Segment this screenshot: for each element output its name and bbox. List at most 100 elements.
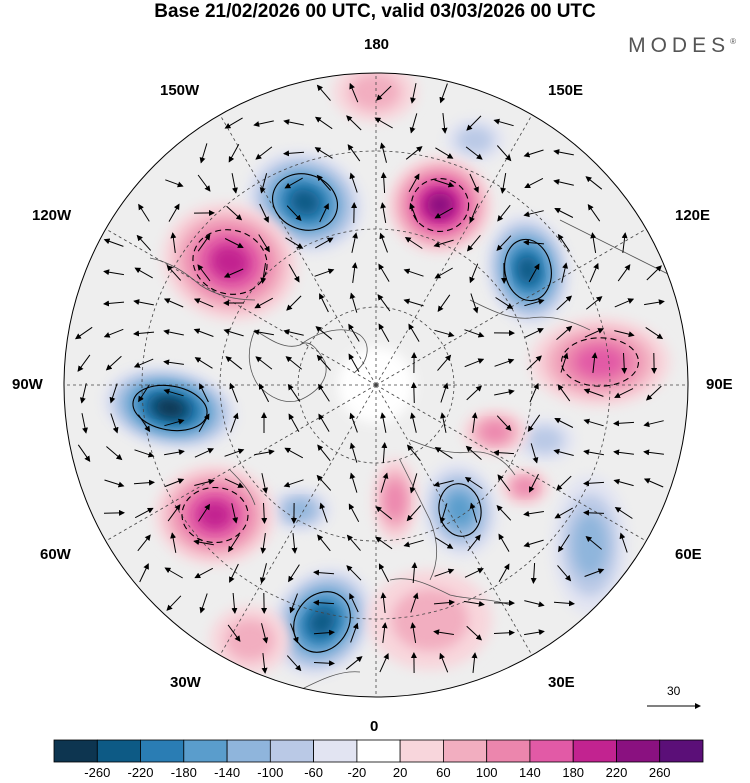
- wind-arrow: [314, 147, 333, 159]
- wind-arrow: [289, 593, 298, 614]
- wind-arrow: [316, 474, 332, 491]
- wind-arrow: [584, 328, 605, 338]
- wind-arrow: [434, 267, 453, 279]
- wind-arrow: [585, 535, 603, 550]
- wind-arrow: [261, 473, 268, 494]
- wind-arrow: [409, 202, 419, 223]
- wind-arrow: [524, 600, 545, 608]
- wind-arrow: [613, 420, 635, 427]
- coastlines: [149, 219, 681, 691]
- colorbar-swatch: [53, 739, 98, 763]
- wind-arrow: [375, 506, 393, 520]
- wind-arrow: [381, 442, 388, 464]
- colorbar-swatch: [183, 739, 228, 763]
- wind-arrow: [346, 534, 361, 551]
- wind-arrow: [231, 592, 238, 614]
- wind-arrow: [558, 534, 570, 553]
- wind-arrow: [587, 203, 601, 222]
- colorbar-swatch: [226, 739, 271, 763]
- wind-arrow: [230, 412, 239, 433]
- wind-arrow: [434, 179, 455, 188]
- wind-arrow: [614, 330, 635, 338]
- wind-arrow: [261, 623, 269, 644]
- lon-label-60e: 60E: [675, 546, 702, 563]
- wind-arrow: [136, 234, 152, 251]
- wind-arrow: [319, 293, 329, 313]
- anomaly-center-11: [155, 465, 275, 565]
- anomaly-shell: [155, 399, 185, 417]
- wind-arrow: [523, 149, 544, 158]
- wind-arrow: [524, 177, 544, 189]
- wind-arrow: [406, 444, 421, 462]
- wind-arrow: [166, 595, 182, 611]
- wind-arrow: [316, 174, 331, 191]
- colorbar-swatch: [486, 739, 531, 763]
- wind-arrow: [229, 382, 239, 403]
- wind-arrow: [226, 205, 243, 221]
- brand-logo: MODES®: [628, 34, 736, 58]
- wind-arrow: [227, 624, 241, 642]
- wind-arrow: [378, 263, 390, 282]
- anomaly-shell: [309, 608, 335, 636]
- wind-arrow: [553, 149, 574, 156]
- wind-arrow: [645, 326, 664, 340]
- colorbar-swatch: [313, 739, 358, 763]
- wind-arrow: [409, 473, 418, 494]
- meridian-line: [105, 228, 377, 386]
- wind-arrow: [315, 326, 333, 340]
- wind-arrow: [255, 356, 273, 370]
- wind-arrow: [164, 418, 185, 427]
- wind-arrow: [193, 539, 214, 546]
- vector-scale-value: 30: [667, 684, 681, 698]
- anomaly-shell: [225, 619, 275, 661]
- wind-arrow: [319, 502, 328, 523]
- wind-arrow: [288, 264, 300, 283]
- wind-arrow: [440, 412, 447, 433]
- wind-arrow: [557, 384, 571, 402]
- meridian-line: [375, 384, 647, 542]
- wind-arrow: [439, 652, 449, 673]
- wind-arrow: [466, 385, 483, 401]
- wind-arrow: [313, 599, 335, 606]
- wind-arrow: [224, 478, 245, 488]
- lon-label-150e: 150E: [548, 82, 584, 99]
- wind-arrow: [318, 413, 330, 432]
- graticule: [64, 73, 688, 697]
- wind-arrow: [464, 476, 483, 489]
- anomaly-center-6: [268, 488, 332, 532]
- wind-arrow: [495, 297, 514, 310]
- wind-arrow: [316, 84, 331, 101]
- wind-arrow: [284, 447, 304, 459]
- wind-arrow: [408, 173, 420, 192]
- anomaly-center-8: [445, 118, 505, 162]
- wind-arrow: [403, 298, 424, 307]
- wind-arrow: [498, 563, 510, 582]
- wind-arrow: [291, 533, 298, 554]
- forecast-title: Base 21/02/2026 00 UTC, valid 03/03/2026…: [154, 1, 596, 22]
- wind-arrow: [643, 420, 664, 428]
- wind-arrow: [349, 82, 359, 103]
- colorbar-label: 180: [562, 765, 585, 780]
- wind-arrow: [376, 85, 392, 101]
- wind-arrow: [410, 592, 419, 613]
- wind-arrow: [554, 418, 574, 428]
- wind-arrow: [464, 358, 485, 368]
- colorbar-swatch: [442, 739, 488, 763]
- anomaly-shell: [427, 193, 453, 217]
- wind-arrow: [374, 117, 393, 129]
- wind-arrow: [469, 502, 478, 523]
- colorbar-label: -220: [127, 765, 154, 780]
- wind-arrow: [165, 179, 184, 188]
- wind-arrow: [345, 656, 363, 670]
- wind-arrow: [314, 268, 335, 277]
- wind-arrow: [403, 268, 424, 277]
- wind-arrow: [163, 329, 184, 336]
- wind-arrow: [646, 265, 662, 281]
- wind-arrow: [254, 449, 275, 456]
- wind-arrow: [589, 262, 599, 283]
- wind-arrow: [380, 172, 387, 194]
- wind-arrow: [404, 236, 423, 249]
- lon-label-120w: 120W: [32, 207, 72, 224]
- meridian-line: [105, 384, 377, 542]
